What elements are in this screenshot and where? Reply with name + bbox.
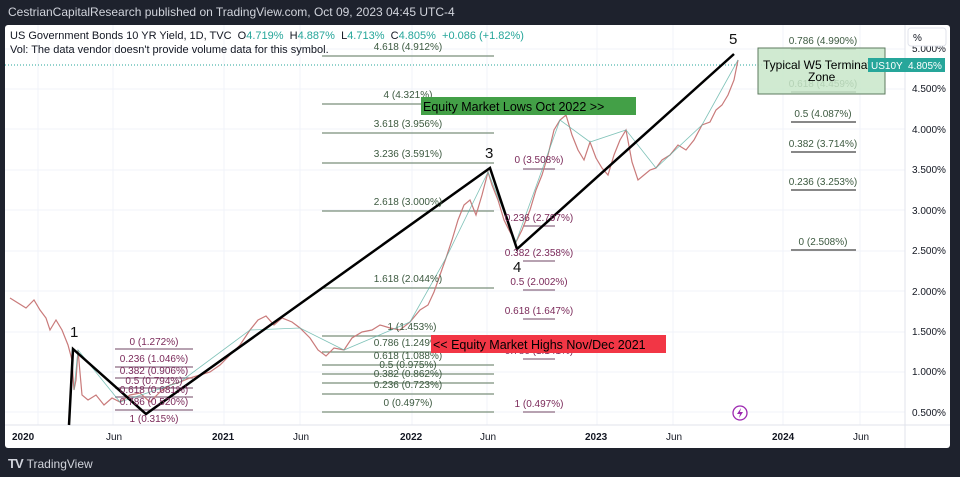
change-value: +0.086 (+1.82%) [442,30,524,42]
svg-text:0 (2.508%): 0 (2.508%) [799,237,848,248]
svg-text:Jun: Jun [853,432,869,443]
svg-text:0.236 (1.046%): 0.236 (1.046%) [120,354,188,365]
fib-wave4-lines [523,168,555,413]
svg-text:3.236 (3.591%): 3.236 (3.591%) [374,149,442,160]
svg-text:US10Y: US10Y [871,61,903,72]
svg-text:0.382 (0.862%): 0.382 (0.862%) [374,369,442,380]
elliott-wave-path [67,53,735,426]
chart-canvas[interactable]: 1 3 4 5 4.618 (4.912%) 4 (4.321%) 3.618 … [5,25,950,448]
close-value: 4.805% [398,30,436,42]
open-value: 4.719% [246,30,284,42]
symbol-tag [868,58,905,72]
svg-text:1.000%: 1.000% [912,367,946,378]
svg-text:2.500%: 2.500% [912,246,946,257]
last-price-tag [905,58,945,72]
svg-text:0 (1.272%): 0 (1.272%) [130,337,179,348]
wave-label-5: 5 [729,31,737,48]
svg-text:0.382 (3.714%): 0.382 (3.714%) [789,139,857,150]
svg-text:0.236 (3.253%): 0.236 (3.253%) [789,177,857,188]
volume-note: Vol: The data vendor doesn't provide vol… [10,44,329,56]
svg-text:Jun: Jun [666,432,682,443]
fib-wave3-lines [322,55,494,413]
svg-text:2022: 2022 [400,432,423,443]
low-value: 4.713% [347,30,385,42]
svg-text:0.382 (0.906%): 0.382 (0.906%) [120,366,188,377]
fib-wave2-labels: 0 (1.272%) 0.236 (1.046%) 0.382 (0.906%)… [120,337,188,425]
svg-text:0.5 (4.087%): 0.5 (4.087%) [794,109,851,120]
equity-highs-label: << Equity Market Highs Nov/Dec 2021 [433,338,646,352]
time-axis-labels: 2020 Jun 2021 Jun 2022 Jun 2023 Jun 2024… [12,432,869,443]
equity-highs-box[interactable] [431,335,666,353]
equity-lows-box[interactable] [421,97,636,115]
svg-text:4.000%: 4.000% [912,125,946,136]
svg-text:0.786 (0.520%): 0.786 (0.520%) [120,397,188,408]
tradingview-logo[interactable]: TV TradingView [8,456,93,471]
svg-text:0.236 (2.797%): 0.236 (2.797%) [505,213,573,224]
svg-text:0.236 (0.723%): 0.236 (0.723%) [374,380,442,391]
svg-text:4.500%: 4.500% [912,84,946,95]
svg-text:4 (4.321%): 4 (4.321%) [384,90,433,101]
wave-label-4: 4 [513,259,521,276]
w5-termination-zone[interactable] [757,47,886,95]
equity-lows-label: Equity Market Lows Oct 2022 >> [423,100,604,114]
svg-text:5.000%: 5.000% [912,44,946,55]
svg-text:1.500%: 1.500% [912,327,946,338]
svg-text:Jun: Jun [480,432,496,443]
publish-bar: CestrianCapitalResearch published on Tra… [8,5,455,19]
symbol-legend: US Government Bonds 10 YR Yield, 1D, TVC… [10,30,524,56]
svg-text:1 (0.497%): 1 (0.497%) [515,399,564,410]
svg-text:2020: 2020 [12,432,35,443]
w5-zone-label-2: Zone [808,70,836,84]
svg-text:0.382 (2.358%): 0.382 (2.358%) [505,248,573,259]
svg-text:2024: 2024 [772,432,795,443]
svg-text:2023: 2023 [585,432,608,443]
high-value: 4.887% [297,30,335,42]
chart-area[interactable]: 1 3 4 5 4.618 (4.912%) 4 (4.321%) 3.618 … [5,25,950,448]
wave-label-3: 3 [485,145,493,162]
svg-text:%: % [913,33,922,44]
svg-text:0 (0.497%): 0 (0.497%) [384,398,433,409]
svg-text:0.618 (1.088%): 0.618 (1.088%) [374,351,442,362]
svg-text:3.000%: 3.000% [912,206,946,217]
fib-wave3-labels: 4.618 (4.912%) 4 (4.321%) 3.618 (3.956%)… [374,42,442,409]
svg-text:0.5 (0.794%): 0.5 (0.794%) [125,376,182,387]
svg-text:0.5 (2.002%): 0.5 (2.002%) [510,277,567,288]
svg-text:0.5 (0.975%): 0.5 (0.975%) [379,360,436,371]
tv-logo-icon: TV [8,456,24,471]
wave-label-1: 1 [70,324,78,341]
price-axis-ticks: 5.000% 4.500% 4.000% 3.500% 3.000% 2.500… [912,44,946,419]
svg-text:0.786 (4.990%): 0.786 (4.990%) [789,36,857,47]
lightning-icon[interactable] [732,405,748,421]
svg-text:3.618 (3.956%): 3.618 (3.956%) [374,119,442,130]
svg-text:0.618 (1.647%): 0.618 (1.647%) [505,306,573,317]
svg-text:2.000%: 2.000% [912,287,946,298]
svg-text:1 (1.453%): 1 (1.453%) [388,322,437,333]
svg-text:1.618 (2.044%): 1.618 (2.044%) [374,274,442,285]
svg-text:4.805%: 4.805% [908,61,942,72]
svg-text:Jun: Jun [293,432,309,443]
grid-lines [5,25,905,425]
svg-text:3.500%: 3.500% [912,165,946,176]
svg-text:2.618 (3.000%): 2.618 (3.000%) [374,197,442,208]
svg-text:0.500%: 0.500% [912,408,946,419]
svg-text:2021: 2021 [212,432,235,443]
symbol-title[interactable]: US Government Bonds 10 YR Yield, 1D, TVC [10,30,232,42]
svg-text:1 (0.315%): 1 (0.315%) [130,414,179,425]
svg-text:Jun: Jun [106,432,122,443]
svg-text:4.618 (4.912%): 4.618 (4.912%) [374,42,442,53]
unit-toggle-button[interactable] [907,27,947,47]
svg-text:0 (3.508%): 0 (3.508%) [515,155,564,166]
svg-text:0.618 (0.681%): 0.618 (0.681%) [120,385,188,396]
w5-zone-label-1: Typical W5 Terminati [763,58,873,72]
svg-text:0.786 (1.249%): 0.786 (1.249%) [374,338,442,349]
